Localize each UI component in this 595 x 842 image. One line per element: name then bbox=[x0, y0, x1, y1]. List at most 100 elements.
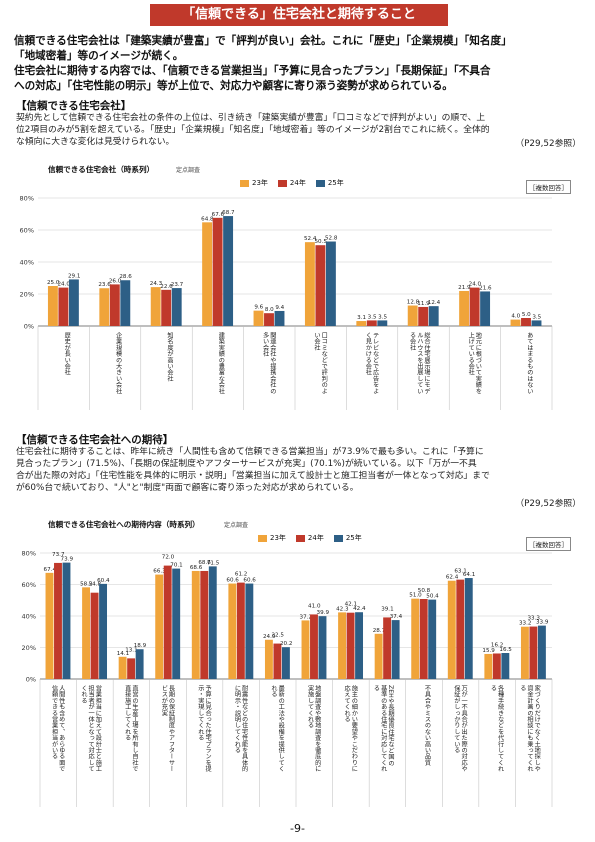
category-label: 総合住宅展示場にモデ bbox=[423, 331, 430, 394]
data-label: 33.3 bbox=[527, 616, 540, 622]
category-label: 多い会社 bbox=[262, 331, 269, 358]
category-label: い会社 bbox=[313, 332, 320, 352]
legend-item-25: 25年 bbox=[315, 178, 344, 188]
legend-item-25: 25年 bbox=[333, 533, 362, 543]
bar-25年 bbox=[62, 562, 71, 679]
y-tick-label: 40% bbox=[20, 259, 34, 267]
category-label: る bbox=[373, 685, 380, 691]
data-label: 22.5 bbox=[271, 633, 284, 639]
data-label: 15.9 bbox=[482, 648, 495, 654]
data-label: 66.3 bbox=[153, 569, 166, 575]
bar-25年 bbox=[99, 583, 108, 679]
data-label: 3.5 bbox=[378, 314, 387, 320]
bar-25年 bbox=[531, 320, 542, 326]
section1-reference: （P29,52参照） bbox=[515, 139, 581, 149]
bar-24年 bbox=[456, 579, 465, 679]
bar-25年 bbox=[135, 649, 144, 679]
summary-line: 「地域密着」等のイメージが続く。 bbox=[14, 50, 184, 62]
bar-24年 bbox=[310, 614, 318, 679]
data-label: 67.4 bbox=[44, 567, 57, 573]
category-label: れる bbox=[270, 685, 277, 698]
y-tick-label: 60% bbox=[22, 581, 36, 589]
bar-25年 bbox=[318, 616, 327, 679]
bar-25年 bbox=[377, 320, 388, 326]
bar-25年 bbox=[428, 599, 437, 679]
category-label: 企業規模の大きい会社 bbox=[115, 331, 122, 395]
bar-24年 bbox=[469, 287, 480, 326]
legend-swatch-23 bbox=[240, 179, 249, 187]
data-label: 63.1 bbox=[454, 569, 467, 575]
category-label: 示・実現してくれる bbox=[197, 685, 204, 741]
category-label: 直接施工してくれる bbox=[124, 684, 131, 741]
bar-24年 bbox=[521, 318, 531, 326]
bar-25年 bbox=[537, 625, 546, 679]
category-label: 資金計画の相談にも乗ってくれ bbox=[526, 684, 533, 772]
section2-heading: 【信頼できる住宅会社への期待】 bbox=[16, 434, 174, 446]
data-label: 3.1 bbox=[357, 315, 366, 321]
section1-line: な傾向に大きな変化は見受けられない。 bbox=[16, 137, 175, 147]
bar-25年 bbox=[68, 279, 79, 326]
data-label: 42.3 bbox=[336, 606, 349, 612]
category-label: 施主の細かい要望やこだわりに bbox=[350, 684, 357, 772]
bar-23年 bbox=[447, 580, 456, 679]
y-tick-label: 60% bbox=[20, 227, 34, 235]
bar-23年 bbox=[202, 222, 213, 326]
legend-item-24: 24年 bbox=[277, 178, 306, 188]
data-label: 3.5 bbox=[368, 314, 377, 320]
data-label: 70.1 bbox=[170, 563, 183, 569]
section1-heading: 【信頼できる住宅会社】 bbox=[16, 100, 132, 112]
data-label: 60.6 bbox=[226, 578, 239, 584]
data-label: 72.0 bbox=[162, 555, 175, 561]
section2-line: 住宅会社に期待することは、昨年に続き「人間性も含めて信頼できる営業担当」が73.… bbox=[16, 447, 484, 457]
bar-23年 bbox=[264, 639, 273, 679]
category-label: 応えてくれる bbox=[343, 684, 350, 722]
bar-24年 bbox=[58, 287, 69, 326]
bar-24年 bbox=[236, 582, 245, 679]
data-label: 68.6 bbox=[198, 560, 211, 566]
bar-25年 bbox=[171, 288, 182, 326]
category-label: 耐震性などの住宅性能を具体的 bbox=[241, 684, 248, 773]
category-label: テレビなどで広告をよ bbox=[372, 332, 379, 394]
data-label: 23.7 bbox=[171, 282, 184, 288]
bar-24年 bbox=[90, 592, 99, 679]
bar-23年 bbox=[82, 587, 91, 679]
data-label: 60.4 bbox=[97, 578, 110, 584]
data-label: 24.3 bbox=[150, 281, 163, 287]
category-label: 長期の保証制度やアフターサー bbox=[168, 685, 175, 772]
chart1-subtitle: 定点調査 bbox=[176, 167, 201, 174]
legend-swatch-24 bbox=[295, 534, 305, 542]
bar-25年 bbox=[325, 241, 336, 326]
data-label: 33.9 bbox=[536, 620, 549, 626]
bar-24年 bbox=[383, 617, 392, 679]
data-label: 24.0 bbox=[57, 282, 70, 288]
category-label: 基準のある住宅に対応してくれ bbox=[380, 684, 387, 772]
category-label: 万が一不具合が出た際の対応や bbox=[460, 685, 467, 772]
bar-25年 bbox=[274, 310, 285, 326]
summary-line: 信頼できる住宅会社は「建築実績が豊富」で「評判が良い」会社。これに「歴史」「企業… bbox=[14, 35, 512, 47]
category-label: 地盤調査や敷地調査を徹底的に bbox=[314, 684, 321, 772]
category-label: に明示・説明してくれる bbox=[233, 685, 240, 753]
bar-25年 bbox=[355, 612, 364, 679]
bar-24年 bbox=[163, 565, 172, 679]
bar-25年 bbox=[501, 653, 510, 679]
data-label: 60.6 bbox=[243, 578, 256, 584]
category-label: 各種手続きなどを代行してくれ bbox=[497, 684, 504, 772]
data-label: 9.6 bbox=[254, 305, 263, 311]
category-label: る会社 bbox=[409, 332, 416, 352]
category-label: く見かける会社 bbox=[364, 332, 371, 377]
category-label: ルハウスを出展してい bbox=[416, 332, 423, 394]
section2-body: 住宅会社に期待することは、昨年に続き「人間性も含めて信頼できる営業担当」が73.… bbox=[16, 446, 582, 494]
chart1-legend: 23年 24年 25年 bbox=[240, 178, 344, 188]
data-label: 52.4 bbox=[304, 236, 317, 242]
category-label: 保証がしっかりしている bbox=[453, 684, 460, 753]
data-label: 73.7 bbox=[52, 552, 65, 558]
data-label: 67.6 bbox=[212, 212, 225, 218]
bar-23年 bbox=[459, 290, 470, 326]
y-tick-label: 40% bbox=[22, 613, 36, 621]
legend-item-24: 24年 bbox=[295, 533, 324, 543]
legend-swatch-24 bbox=[277, 179, 287, 187]
data-label: 24.9 bbox=[263, 634, 276, 640]
y-tick-label: 80% bbox=[20, 195, 34, 203]
bar-23年 bbox=[304, 242, 315, 326]
category-label: 歴史が長い会社 bbox=[63, 332, 70, 377]
